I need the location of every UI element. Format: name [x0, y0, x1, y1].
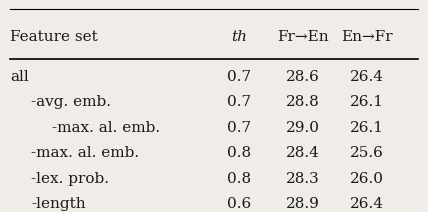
Text: -lex. prob.: -lex. prob.	[31, 172, 109, 186]
Text: 28.6: 28.6	[286, 70, 320, 84]
Text: Fr→En: Fr→En	[277, 30, 329, 44]
Text: 28.9: 28.9	[286, 197, 320, 211]
Text: 28.4: 28.4	[286, 146, 320, 160]
Text: 0.8: 0.8	[227, 146, 252, 160]
Text: 26.4: 26.4	[350, 197, 384, 211]
Text: 0.7: 0.7	[227, 70, 252, 84]
Text: 0.8: 0.8	[227, 172, 252, 186]
Text: all: all	[10, 70, 29, 84]
Text: -avg. emb.: -avg. emb.	[31, 95, 111, 109]
Text: -max. al. emb.: -max. al. emb.	[31, 146, 139, 160]
Text: 26.0: 26.0	[350, 172, 384, 186]
Text: 28.8: 28.8	[286, 95, 320, 109]
Text: -length: -length	[31, 197, 86, 211]
Text: 0.6: 0.6	[227, 197, 252, 211]
Text: th: th	[232, 30, 247, 44]
Text: En→Fr: En→Fr	[341, 30, 393, 44]
Text: 0.7: 0.7	[227, 95, 252, 109]
Text: 0.7: 0.7	[227, 121, 252, 135]
Text: -max. al. emb.: -max. al. emb.	[52, 121, 160, 135]
Text: 25.6: 25.6	[350, 146, 384, 160]
Text: 28.3: 28.3	[286, 172, 320, 186]
Text: Feature set: Feature set	[10, 30, 98, 44]
Text: 26.4: 26.4	[350, 70, 384, 84]
Text: 26.1: 26.1	[350, 121, 384, 135]
Text: 26.1: 26.1	[350, 95, 384, 109]
Text: 29.0: 29.0	[286, 121, 320, 135]
